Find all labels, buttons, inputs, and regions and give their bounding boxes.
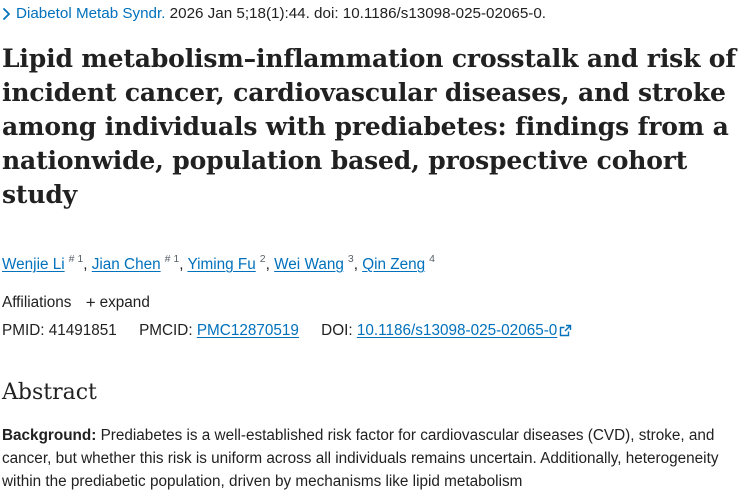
author-item: Jian Chen # 1, — [91, 253, 188, 273]
author-item: Wei Wang 3, — [274, 253, 363, 273]
abstract-heading: Abstract — [2, 380, 97, 405]
doi-label: DOI: — [321, 322, 353, 339]
affiliations-row: Affiliations + expand — [2, 291, 150, 315]
author-affiliation-marker[interactable]: # 1 — [164, 253, 180, 265]
author-item: Qin Zeng 4 — [362, 253, 435, 273]
chevron-right-icon[interactable] — [0, 7, 16, 21]
citation-details: 2026 Jan 5;18(1):44. doi: 10.1186/s13098… — [169, 5, 546, 22]
background-text: Prediabetes is a well-established risk f… — [2, 427, 719, 490]
author-affiliation-marker[interactable]: 4 — [429, 253, 435, 265]
journal-link[interactable]: Diabetol Metab Syndr. — [16, 5, 166, 22]
plus-icon: + — [85, 293, 96, 312]
author-item: Wenjie Li # 1, — [2, 253, 92, 273]
external-link-icon[interactable] — [559, 321, 573, 345]
author-link[interactable]: Wei Wang — [274, 256, 344, 273]
author-item: Yiming Fu 2, — [187, 253, 275, 273]
affiliations-expand-button[interactable]: + expand — [85, 293, 150, 312]
affiliations-label: Affiliations — [2, 294, 72, 311]
author-link[interactable]: Qin Zeng — [362, 256, 426, 273]
author-affiliation-marker[interactable]: 2 — [259, 253, 266, 265]
pmcid-label: PMCID: — [139, 322, 193, 339]
background-label: Background: — [2, 427, 97, 444]
author-affiliation-marker[interactable]: 3 — [347, 253, 354, 265]
author-link[interactable]: Yiming Fu — [187, 256, 256, 273]
abstract-background: Background: Prediabetes is a well-establ… — [2, 424, 750, 493]
author-link[interactable]: Jian Chen — [91, 256, 161, 273]
pmcid-link[interactable]: PMC12870519 — [196, 322, 299, 339]
pmid-value: 41491851 — [48, 322, 117, 339]
expand-label: expand — [99, 294, 150, 311]
author-list: Wenjie Li # 1, Jian Chen # 1, Yiming Fu 2, … — [2, 252, 435, 278]
author-link[interactable]: Wenjie Li — [2, 256, 65, 273]
identifiers-row: PMID: 41491851 PMCID: PMC12870519 DOI: 1… — [2, 319, 573, 343]
citation-line: Diabetol Metab Syndr. 2026 Jan 5;18(1):4… — [0, 2, 750, 26]
article-title: Lipid metabolism–inflammation crosstalk … — [2, 44, 736, 209]
doi-link[interactable]: 10.1186/s13098-025-02065-0 — [356, 322, 558, 339]
author-affiliation-marker[interactable]: # 1 — [68, 253, 84, 265]
pmid-label: PMID: — [2, 322, 45, 339]
